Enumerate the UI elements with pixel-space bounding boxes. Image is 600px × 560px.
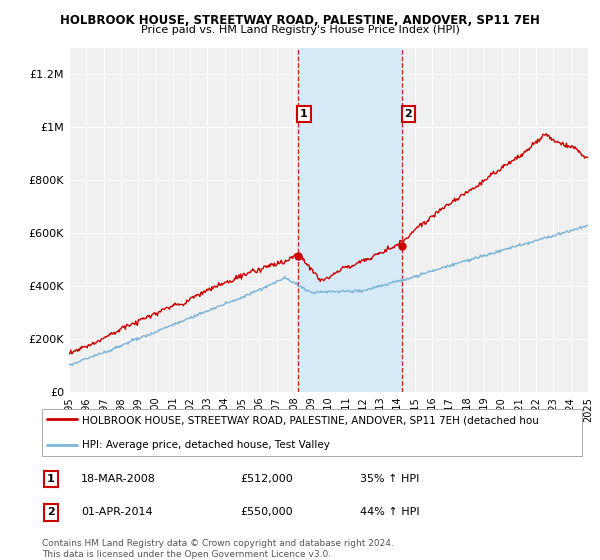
Text: HOLBROOK HOUSE, STREETWAY ROAD, PALESTINE, ANDOVER, SP11 7EH: HOLBROOK HOUSE, STREETWAY ROAD, PALESTIN… — [60, 14, 540, 27]
Text: HPI: Average price, detached house, Test Valley: HPI: Average price, detached house, Test… — [83, 441, 331, 450]
Text: 35% ↑ HPI: 35% ↑ HPI — [360, 474, 419, 484]
Text: This data is licensed under the Open Government Licence v3.0.: This data is licensed under the Open Gov… — [42, 550, 331, 559]
Text: £550,000: £550,000 — [240, 507, 293, 517]
Text: 1: 1 — [300, 109, 308, 119]
Text: Price paid vs. HM Land Registry's House Price Index (HPI): Price paid vs. HM Land Registry's House … — [140, 25, 460, 35]
Bar — [298, 48, 402, 392]
Text: 18-MAR-2008: 18-MAR-2008 — [81, 474, 156, 484]
Text: 2: 2 — [47, 507, 55, 517]
Text: 01-APR-2014: 01-APR-2014 — [81, 507, 152, 517]
Text: £512,000: £512,000 — [240, 474, 293, 484]
Text: Contains HM Land Registry data © Crown copyright and database right 2024.: Contains HM Land Registry data © Crown c… — [42, 539, 394, 548]
Text: HOLBROOK HOUSE, STREETWAY ROAD, PALESTINE, ANDOVER, SP11 7EH (detached hou: HOLBROOK HOUSE, STREETWAY ROAD, PALESTIN… — [83, 415, 539, 425]
Text: 1: 1 — [47, 474, 55, 484]
Text: 2: 2 — [404, 109, 412, 119]
Text: 44% ↑ HPI: 44% ↑ HPI — [360, 507, 419, 517]
